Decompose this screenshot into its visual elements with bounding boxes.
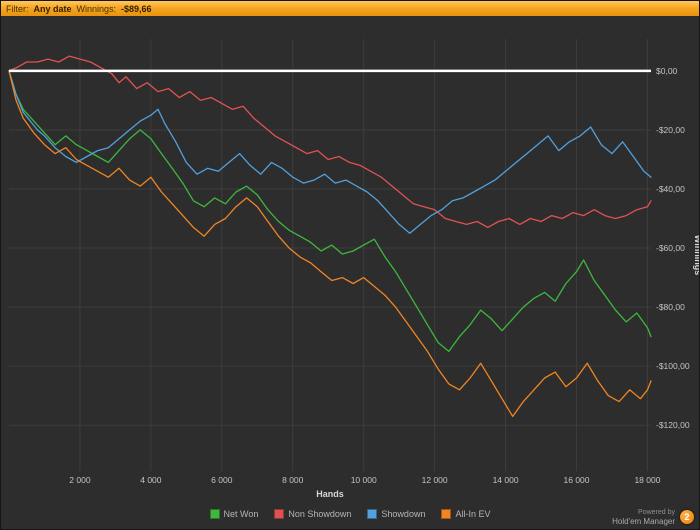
legend-label: All-In EV bbox=[455, 509, 491, 519]
legend-item-all-in-ev[interactable]: All-In EV bbox=[441, 509, 490, 519]
y-tick-label: $0,00 bbox=[656, 66, 678, 76]
y-tick-label: -$20,00 bbox=[656, 125, 685, 135]
legend-swatch-net-won bbox=[209, 509, 220, 519]
x-tick-label: 10 000 bbox=[351, 475, 377, 485]
powered-by-textblock: Powered by Hold'em Manager bbox=[612, 509, 675, 526]
y-axis-label: Winnings bbox=[693, 235, 700, 275]
legend-swatch-all-in-ev bbox=[441, 509, 452, 519]
series-line-all-in-ev bbox=[8, 70, 652, 418]
brand-text: Hold'em Manager bbox=[612, 516, 675, 526]
series-line-non-showdown bbox=[8, 55, 652, 229]
x-tick-label: 16 000 bbox=[564, 475, 590, 485]
powered-by-text: Powered by bbox=[638, 508, 675, 516]
graph-footer: Net Won Non Showdown Showdown All-In EV Pow… bbox=[1, 504, 699, 529]
x-tick-label: 4 000 bbox=[140, 475, 162, 485]
x-tick-label: 14 000 bbox=[493, 475, 519, 485]
x-tick-label: 8 000 bbox=[282, 475, 304, 485]
legend-item-net-won[interactable]: Net Won bbox=[209, 509, 259, 519]
filter-bar[interactable]: Filter: Any date Winnings: -$89,66 bbox=[1, 1, 699, 16]
filter-label: Filter: bbox=[6, 3, 29, 14]
legend: Net Won Non Showdown Showdown All-In EV bbox=[1, 509, 699, 519]
legend-label: Showdown bbox=[381, 509, 426, 519]
hm2-logo-number: 2 bbox=[684, 512, 690, 523]
powered-by: Powered by Hold'em Manager 2 bbox=[612, 509, 694, 526]
legend-swatch-showdown bbox=[367, 509, 378, 519]
y-tick-label: -$100,00 bbox=[656, 361, 690, 371]
legend-swatch-non-showdown bbox=[274, 509, 285, 519]
legend-item-showdown[interactable]: Showdown bbox=[367, 509, 425, 519]
winnings-graph-canvas: $0,00 -$20,00 -$40,00 -$60,00 -$80,00 -$100,0… bbox=[8, 39, 700, 499]
y-tick-label: -$60,00 bbox=[656, 243, 685, 253]
y-tick-label: -$120,00 bbox=[656, 420, 690, 430]
x-tick-label: 2 000 bbox=[69, 475, 91, 485]
legend-label: Net Won bbox=[223, 509, 259, 519]
series-line-showdown bbox=[8, 70, 652, 234]
hm2-logo-icon: 2 bbox=[680, 510, 694, 525]
winnings-label: Winnings: bbox=[76, 3, 117, 14]
x-tick-label: 18 000 bbox=[634, 475, 660, 485]
series-line-net-won bbox=[8, 70, 652, 353]
legend-label: Non Showdown bbox=[288, 509, 352, 519]
filter-value[interactable]: Any date bbox=[33, 3, 72, 14]
y-tick-label: -$80,00 bbox=[656, 302, 685, 312]
legend-item-non-showdown[interactable]: Non Showdown bbox=[274, 509, 351, 519]
x-tick-label: 12 000 bbox=[422, 475, 448, 485]
x-tick-label: 6 000 bbox=[211, 475, 233, 485]
winnings-value: -$89,66 bbox=[121, 3, 152, 14]
y-tick-label: -$40,00 bbox=[656, 184, 685, 194]
x-axis-label: Hands bbox=[316, 489, 344, 499]
